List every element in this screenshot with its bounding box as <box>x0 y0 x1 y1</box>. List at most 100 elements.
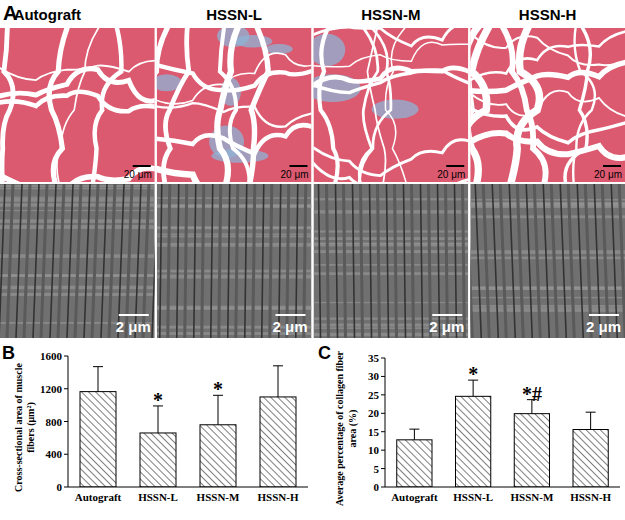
error-line <box>98 367 99 392</box>
fiber-gap <box>314 70 469 93</box>
error-bar <box>273 366 283 397</box>
z-line <box>84 184 90 338</box>
scale-bar <box>432 314 462 316</box>
figure: AAutograft20 μm2 μmHSSN-L20 μm2 μmHSSN-M… <box>0 0 625 520</box>
bar <box>80 392 116 487</box>
a-band <box>463 184 465 338</box>
category-label: Autograft <box>75 491 122 503</box>
y-tick <box>64 487 68 488</box>
z-line <box>152 184 155 338</box>
category-label: HSSN-L <box>453 491 493 503</box>
tem-bg <box>470 184 625 338</box>
a-band <box>534 184 540 338</box>
y-tick-label: 25 <box>368 389 380 401</box>
annotation: * <box>468 363 478 385</box>
plot-area <box>397 380 609 487</box>
fiber-gap <box>565 28 590 182</box>
y-axis-label: Average percentage of collagen fiber <box>334 350 345 506</box>
y-axis <box>68 356 69 487</box>
scale-bar <box>290 165 308 167</box>
y-tick <box>381 376 385 377</box>
annotation: *# <box>522 383 542 405</box>
a-band <box>185 184 187 338</box>
y-tick-label: 1200 <box>40 383 63 395</box>
a-band <box>429 184 431 338</box>
z-line <box>177 184 179 338</box>
tem-bg <box>157 184 312 338</box>
scale-bar-label: 2 μm <box>116 318 151 335</box>
fiber-gap <box>385 28 409 182</box>
y-tick <box>381 431 385 432</box>
bar <box>573 430 608 487</box>
error-cap <box>273 365 283 366</box>
column-header: Autograft <box>14 6 82 23</box>
fiber-gap <box>217 28 240 182</box>
category-label: HSSN-H <box>258 491 299 503</box>
error-bar <box>409 429 419 440</box>
z-line <box>33 184 39 338</box>
fiber-gap <box>49 28 69 182</box>
a-band <box>378 184 380 338</box>
a-band <box>202 184 204 338</box>
tem-image <box>470 184 625 338</box>
z-line <box>421 184 423 338</box>
a-band <box>75 184 81 338</box>
z-line <box>101 184 107 338</box>
tem-image <box>0 184 155 338</box>
fiber-gap <box>2 28 13 182</box>
category-label: Autograft <box>391 491 438 503</box>
y-tick <box>381 394 385 395</box>
y-tick <box>64 454 68 455</box>
y-tick-label: 800 <box>46 416 63 428</box>
fiber-gap <box>92 28 121 182</box>
fiber-gap <box>0 168 155 182</box>
y-tick-label: 400 <box>46 448 63 460</box>
z-line <box>353 184 355 338</box>
y-tick <box>64 421 68 422</box>
plot-area <box>80 366 296 487</box>
tem-image <box>314 184 469 338</box>
scale-bar-label: 2 μm <box>272 318 307 335</box>
fiber-gap <box>157 168 312 182</box>
scale-bar <box>589 314 619 316</box>
y-tick <box>381 468 385 469</box>
y-tick <box>381 413 385 414</box>
z-line <box>211 184 213 338</box>
a-band <box>236 184 238 338</box>
fiber-gap <box>163 28 188 182</box>
scale-bar <box>133 165 151 167</box>
y-axis-label: fibers (μm²) <box>25 402 37 453</box>
fiber-gap <box>470 89 625 117</box>
y-tick <box>381 450 385 451</box>
fiber-gap <box>157 103 312 127</box>
y-tick-label: 10 <box>368 444 380 456</box>
a-band <box>109 184 115 338</box>
fiber-gap <box>314 28 469 46</box>
fiber-gap <box>157 64 312 91</box>
y-tick-label: 15 <box>368 426 380 438</box>
y-tick-label: 30 <box>368 370 380 382</box>
scale-bar-label: 20 μm <box>281 169 309 180</box>
category-label: HSSN-H <box>570 491 611 503</box>
z-line <box>16 184 22 338</box>
a-band <box>253 184 255 338</box>
z-line <box>160 184 162 338</box>
histology-image <box>314 28 469 182</box>
y-axis <box>385 358 386 487</box>
a-band <box>395 184 397 338</box>
z-line <box>492 184 498 338</box>
fiber-gap <box>573 28 595 182</box>
fiber-gap <box>470 29 625 66</box>
y-axis-label: Cross-sectional area of muscle <box>13 363 24 492</box>
bar <box>260 397 296 487</box>
a-band <box>517 184 523 338</box>
z-line <box>67 184 73 338</box>
a-band <box>168 184 170 338</box>
fiber-gap <box>0 69 155 101</box>
tissue <box>0 28 155 182</box>
panel-label: B <box>2 343 15 363</box>
scale-bar-label: 2 μm <box>429 318 464 335</box>
y-axis-label: area (%) <box>347 410 359 448</box>
a-band <box>58 184 64 338</box>
scale-bar-label: 2 μm <box>586 318 621 335</box>
